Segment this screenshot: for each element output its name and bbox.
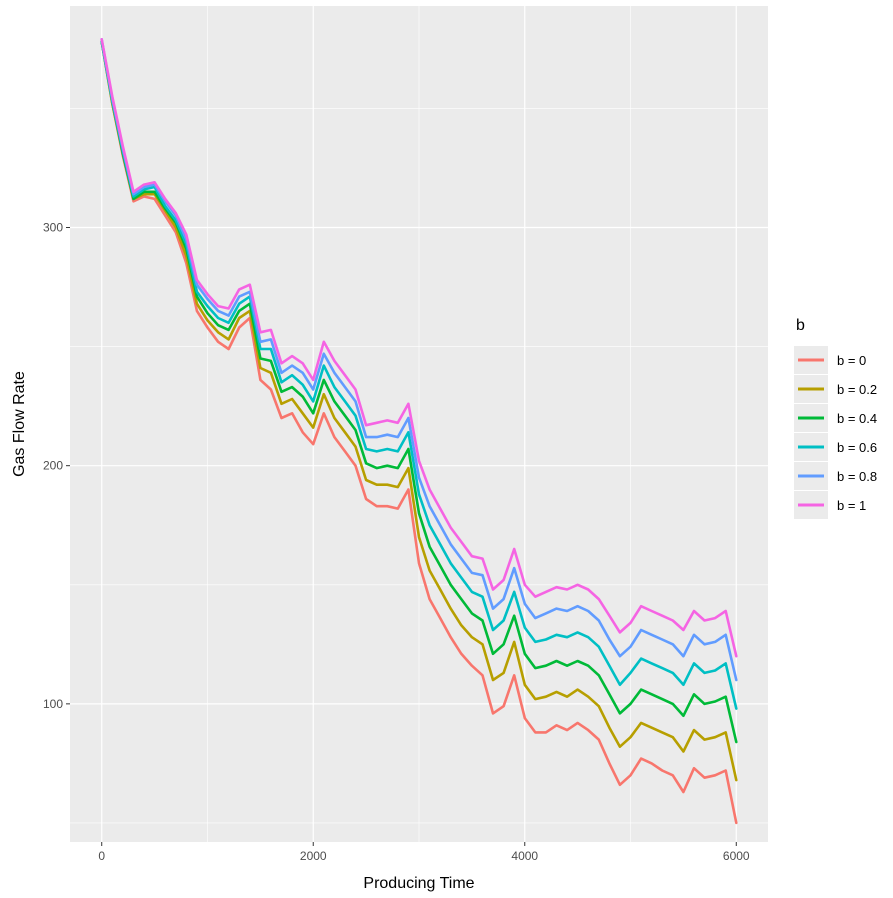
x-axis-title: Producing Time bbox=[363, 875, 474, 892]
series-line-4 bbox=[100, 38, 738, 682]
series-line-3 bbox=[100, 40, 738, 710]
legend-items: b = 0 b = 0.2 b = 0.4 b = 0.6 b = 0.8 b = 1 bbox=[794, 346, 877, 519]
series-line-5 bbox=[100, 38, 738, 658]
legend-title: b bbox=[796, 317, 805, 334]
grid-major-lines bbox=[70, 6, 768, 842]
y-axis-title: Gas Flow Rate bbox=[11, 371, 28, 477]
legend-label: b = 0 bbox=[837, 353, 866, 368]
legend-label: b = 0.8 bbox=[837, 469, 877, 484]
grid-minor-lines bbox=[70, 6, 768, 842]
x-axis: 0 2000 4000 6000 bbox=[98, 842, 750, 863]
x-tick-label: 0 bbox=[98, 849, 105, 863]
y-tick-label: 300 bbox=[43, 221, 63, 235]
legend-label: b = 0.6 bbox=[837, 440, 877, 455]
series-line-2 bbox=[100, 40, 738, 744]
y-axis: 100 200 300 bbox=[43, 221, 70, 711]
y-tick-label: 100 bbox=[43, 697, 63, 711]
x-tick-label: 4000 bbox=[511, 849, 538, 863]
legend-label: b = 0.2 bbox=[837, 382, 877, 397]
legend-label: b = 0.4 bbox=[837, 411, 877, 426]
series-line-0 bbox=[100, 40, 738, 825]
y-tick-label: 200 bbox=[43, 459, 63, 473]
legend-label: b = 1 bbox=[837, 498, 866, 513]
series-line-1 bbox=[100, 40, 738, 782]
x-tick-label: 2000 bbox=[300, 849, 327, 863]
legend: b b = 0 b = 0.2 b = 0.4 b = 0.6 b = 0.8 b = 1 bbox=[794, 317, 877, 519]
x-tick-label: 6000 bbox=[723, 849, 750, 863]
series-lines bbox=[100, 38, 738, 825]
